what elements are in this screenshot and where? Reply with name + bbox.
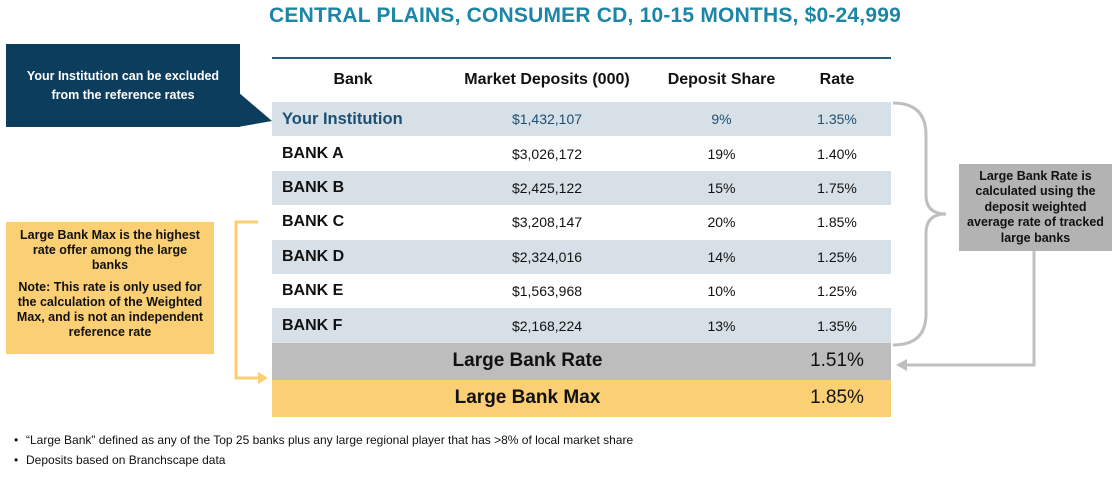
large-bank-max-value: 1.85% bbox=[810, 387, 864, 409]
table-row-bank-e: BANK E $1,563,968 10% 1.25% bbox=[272, 274, 891, 308]
bank-name: Your Institution bbox=[282, 109, 403, 128]
large-bank-rate-callout: Large Bank Rate is calculated using the … bbox=[959, 164, 1112, 251]
bullet-icon: • bbox=[14, 453, 19, 467]
market-deposits: $2,168,224 bbox=[511, 317, 583, 334]
page-title: CENTRAL PLAINS, CONSUMER CD, 10-15 MONTH… bbox=[269, 4, 901, 27]
market-deposits: $3,208,147 bbox=[511, 214, 583, 231]
header-share: Deposit Share bbox=[667, 71, 776, 88]
table-row-bank-a: BANK A $3,026,172 19% 1.40% bbox=[272, 136, 891, 170]
deposit-share: 10% bbox=[707, 283, 736, 300]
rate: 1.85% bbox=[817, 214, 857, 231]
footnote-text: Deposits based on Branchscape data bbox=[26, 453, 226, 467]
rates-table: Bank Market Deposits (000) Deposit Share… bbox=[272, 58, 891, 417]
footnote-item: • “Large Bank” defined as any of the Top … bbox=[14, 433, 633, 453]
large-bank-rate-row: Large Bank Rate 1.51% bbox=[272, 342, 891, 380]
rate-connector-line bbox=[904, 251, 1036, 367]
large-bank-bracket bbox=[892, 101, 947, 347]
deposit-share: 20% bbox=[707, 214, 736, 231]
market-deposits: $3,026,172 bbox=[511, 145, 583, 162]
footnotes: • “Large Bank” defined as any of the Top … bbox=[14, 433, 633, 473]
rate: 1.25% bbox=[817, 283, 857, 300]
large-bank-max-note: Note: This rate is only used for the cal… bbox=[16, 280, 204, 339]
table-top-rule bbox=[272, 57, 891, 59]
large-bank-max-label: Large Bank Max bbox=[454, 387, 601, 409]
rate: 1.40% bbox=[817, 145, 857, 162]
footnote-text: “Large Bank” defined as any of the Top 2… bbox=[26, 433, 634, 447]
bank-name: BANK F bbox=[282, 316, 343, 334]
rate: 1.35% bbox=[817, 317, 857, 334]
institution-callout: Your Institution can be excluded from th… bbox=[6, 44, 240, 127]
market-deposits: $1,432,107 bbox=[511, 111, 583, 128]
table-row-bank-f: BANK F $2,168,224 13% 1.35% bbox=[272, 308, 891, 343]
bank-name: BANK E bbox=[282, 282, 344, 300]
deposit-share: 19% bbox=[707, 145, 736, 162]
max-arrow-icon bbox=[258, 372, 268, 384]
large-bank-max-callout: Large Bank Max is the highest rate offer… bbox=[6, 222, 214, 354]
market-deposits: $1,563,968 bbox=[511, 283, 583, 300]
market-deposits: $2,324,016 bbox=[511, 248, 583, 265]
deposit-share: 15% bbox=[707, 179, 736, 196]
rate: 1.35% bbox=[817, 111, 857, 128]
table-row-bank-b: BANK B $2,425,122 15% 1.75% bbox=[272, 170, 891, 206]
header-bank: Bank bbox=[333, 71, 373, 88]
large-bank-max-row: Large Bank Max 1.85% bbox=[272, 379, 891, 417]
bank-name: BANK A bbox=[282, 144, 344, 162]
market-deposits: $2,425,122 bbox=[511, 179, 583, 196]
large-bank-rate-value: 1.51% bbox=[810, 350, 864, 372]
bank-name: BANK C bbox=[282, 213, 345, 231]
header-deposits: Market Deposits (000) bbox=[464, 71, 630, 88]
bank-name: BANK D bbox=[282, 247, 345, 265]
table-row-bank-d: BANK D $2,324,016 14% 1.25% bbox=[272, 239, 891, 274]
deposit-share: 13% bbox=[707, 317, 736, 334]
rate-arrow-icon bbox=[896, 359, 907, 371]
callout-pointer bbox=[238, 92, 272, 127]
table-row-your-institution: Your Institution $1,432,107 9% 1.35% bbox=[272, 102, 891, 137]
deposit-share: 9% bbox=[711, 111, 732, 128]
bank-name: BANK B bbox=[282, 178, 345, 196]
table-row-bank-c: BANK C $3,208,147 20% 1.85% bbox=[272, 205, 891, 239]
table-header-row: Bank Market Deposits (000) Deposit Share… bbox=[272, 58, 891, 102]
rate: 1.75% bbox=[817, 179, 857, 196]
max-connector-line bbox=[234, 220, 260, 380]
bullet-icon: • bbox=[14, 433, 19, 447]
large-bank-max-definition: Large Bank Max is the highest rate offer… bbox=[20, 228, 200, 272]
header-rate: Rate bbox=[819, 71, 855, 88]
footnote-item: • Deposits based on Branchscape data bbox=[14, 453, 633, 473]
large-bank-rate-label: Large Bank Rate bbox=[452, 350, 603, 372]
rate: 1.25% bbox=[817, 248, 857, 265]
deposit-share: 14% bbox=[707, 248, 736, 265]
